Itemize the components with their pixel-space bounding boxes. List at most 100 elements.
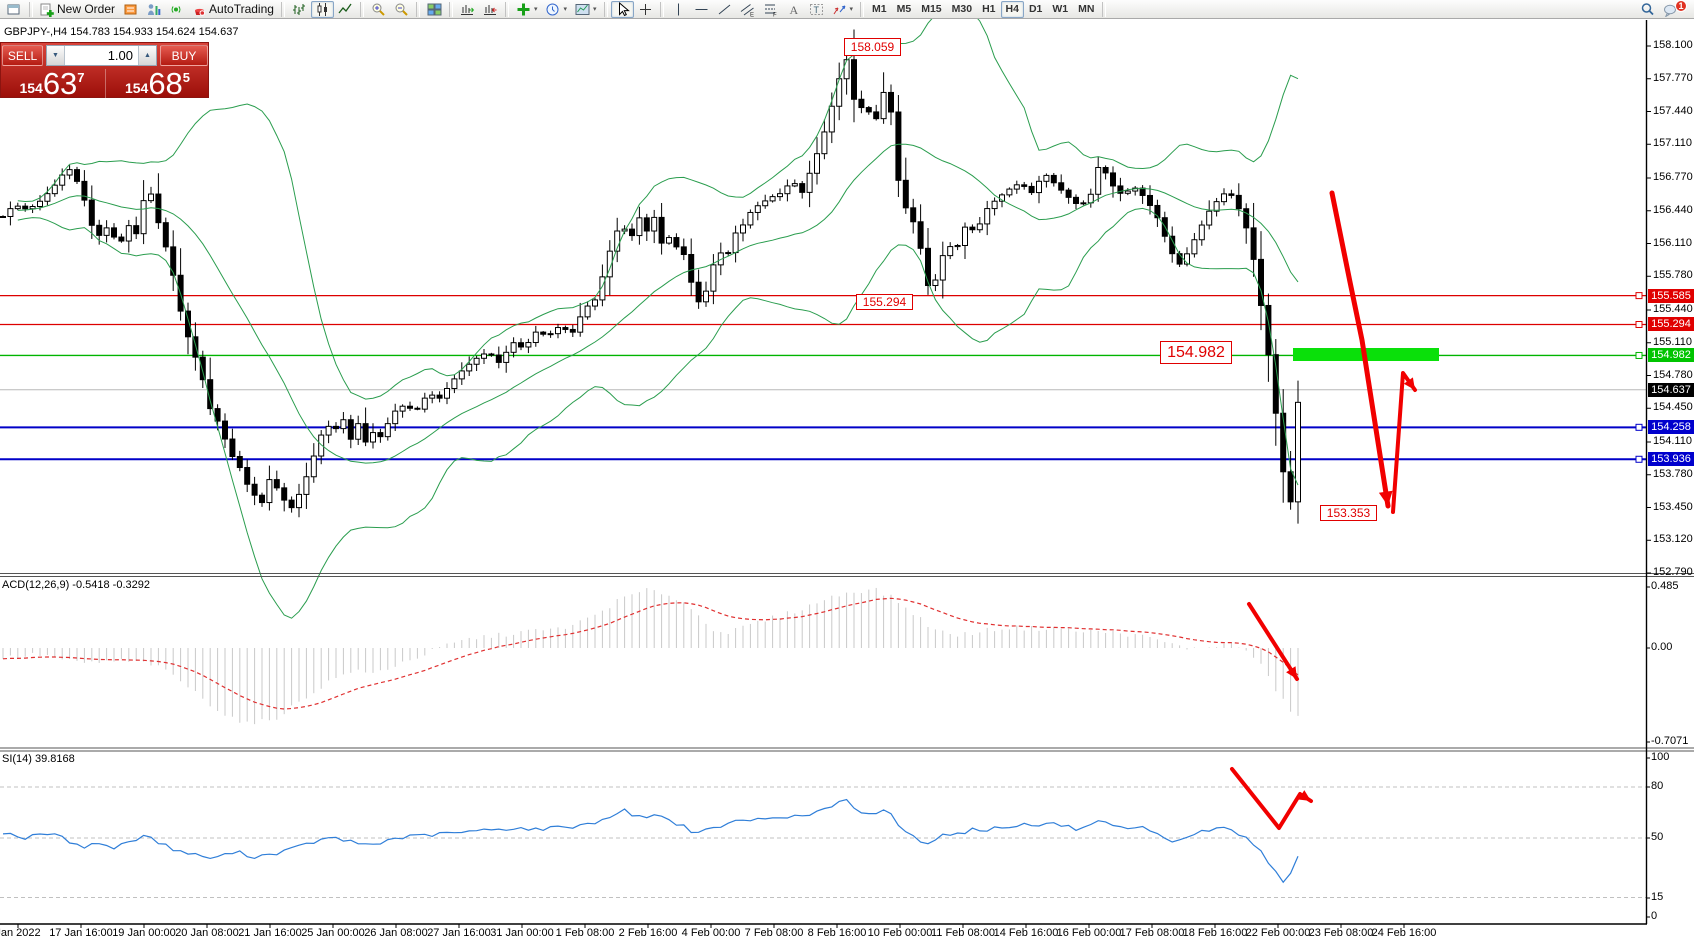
timeframe-h4-button[interactable]: H4 bbox=[1000, 0, 1024, 18]
dropdown-caret-icon[interactable]: ▾ bbox=[592, 6, 597, 13]
notifications-button[interactable]: 1 bbox=[1659, 0, 1691, 18]
zoom-out-button[interactable] bbox=[390, 1, 413, 18]
vertical-line-tool-button[interactable] bbox=[667, 1, 690, 18]
timeframe-h1-button[interactable]: H1 bbox=[982, 3, 996, 15]
chart-window-button[interactable] bbox=[3, 1, 26, 18]
auto-scroll-button[interactable] bbox=[456, 1, 479, 18]
add-indicator-icon bbox=[516, 2, 531, 17]
signal-icon bbox=[169, 2, 184, 17]
toolbar-separator bbox=[29, 1, 33, 17]
price-tick-label: 155.440 bbox=[1653, 303, 1693, 315]
toolbar-separator bbox=[415, 1, 420, 17]
toolbar-separator bbox=[603, 1, 608, 17]
timeframe-m5-button[interactable]: M5 bbox=[896, 3, 912, 15]
price-tick-label: 154.450 bbox=[1653, 401, 1693, 414]
price-level-badge: 154.637 bbox=[1648, 382, 1694, 397]
sell-button[interactable]: SELL bbox=[2, 45, 43, 66]
timeframe-m15-button[interactable]: M15 bbox=[921, 3, 942, 15]
toolbar-button-label: New Order bbox=[57, 2, 116, 16]
time-axis-label: 16 Feb 00:00 bbox=[1056, 927, 1122, 939]
dropdown-caret-icon[interactable]: ▾ bbox=[533, 6, 538, 13]
fibonacci-tool-button[interactable]: F bbox=[759, 1, 782, 18]
time-axis-label: 11 Feb 08:00 bbox=[930, 927, 996, 939]
time-axis-label: 21 Jan 16:00 bbox=[238, 927, 302, 939]
macd-scale-label: 0.485 bbox=[1651, 580, 1679, 592]
toolbar-separator bbox=[359, 1, 364, 17]
price-tick-label: 154.780 bbox=[1653, 368, 1693, 381]
sell-price-big: 63 bbox=[42, 66, 78, 101]
line-chart-button[interactable] bbox=[334, 1, 357, 18]
rsi-scale-label: 15 bbox=[1651, 891, 1664, 903]
volume-decrease-button[interactable]: ▼ bbox=[47, 46, 65, 65]
channel-tool-button[interactable]: E bbox=[736, 1, 759, 18]
bar-chart-icon bbox=[292, 2, 307, 17]
volume-input[interactable] bbox=[65, 46, 138, 65]
candlestick-chart-button[interactable] bbox=[310, 0, 334, 18]
text-tool-button[interactable]: A bbox=[782, 1, 805, 18]
callout-high-price[interactable]: 158.059 bbox=[844, 38, 901, 56]
tile-windows-button[interactable] bbox=[423, 1, 446, 18]
time-axis-label: 10 Feb 00:00 bbox=[867, 927, 933, 939]
horizontal-line-tool-button[interactable] bbox=[690, 1, 713, 18]
dropdown-caret-icon[interactable]: ▾ bbox=[849, 6, 854, 13]
price-level-badge: 154.982 bbox=[1648, 348, 1694, 363]
time-axis-label: 20 Jan 08:00 bbox=[175, 927, 239, 939]
cursor-tool-button[interactable] bbox=[610, 0, 634, 18]
toolbar-separator bbox=[280, 1, 285, 17]
hline-icon bbox=[694, 2, 709, 17]
buy-button[interactable]: BUY bbox=[160, 45, 208, 66]
trendline-tool-button[interactable] bbox=[713, 1, 736, 18]
time-axis-label: 2 Feb 16:00 bbox=[618, 927, 678, 939]
notification-badge: 1 bbox=[1675, 0, 1687, 12]
sell-price[interactable]: 154 63 7 bbox=[1, 66, 103, 101]
period-icon bbox=[545, 2, 560, 17]
text-label-icon: T bbox=[809, 2, 824, 17]
arrows-tool-button[interactable]: ▾ bbox=[828, 1, 858, 18]
search-button[interactable] bbox=[1636, 1, 1659, 18]
market-watch-button[interactable] bbox=[142, 1, 165, 18]
fibonacci-icon: F bbox=[763, 2, 778, 17]
zoom-in-button[interactable] bbox=[367, 1, 390, 18]
text-label-tool-button[interactable]: T bbox=[805, 1, 828, 18]
callout-support-zone-price[interactable]: 154.982 bbox=[1160, 341, 1232, 364]
chart-shift-button[interactable] bbox=[479, 1, 502, 18]
rsi-indicator-label: SI(14) 39.8168 bbox=[2, 753, 75, 765]
templates-button[interactable]: ▾ bbox=[571, 1, 601, 18]
time-axis-label: 14 Feb 16:00 bbox=[993, 927, 1059, 939]
time-axis-label: 23 Feb 08:00 bbox=[1308, 927, 1374, 939]
history-center-button[interactable] bbox=[119, 1, 142, 18]
time-axis-label: 31 Jan 00:00 bbox=[490, 927, 554, 939]
timeframe-mn-button[interactable]: MN bbox=[1078, 3, 1095, 15]
callout-low-price[interactable]: 153.353 bbox=[1320, 505, 1377, 521]
history-icon bbox=[123, 2, 138, 17]
time-axis-label: Jan 2022 bbox=[0, 927, 41, 939]
bar-chart-button[interactable] bbox=[288, 1, 311, 18]
toolbar-separator bbox=[659, 1, 664, 17]
dropdown-caret-icon[interactable]: ▾ bbox=[563, 6, 567, 13]
new-order-button[interactable]: New Order bbox=[36, 1, 119, 18]
price-level-badge: 155.585 bbox=[1648, 288, 1694, 303]
timeframe-m30-button[interactable]: M30 bbox=[951, 3, 973, 15]
timeframe-m1-button[interactable]: M1 bbox=[872, 3, 887, 15]
price-tick-label: 156.110 bbox=[1653, 236, 1692, 249]
buy-price[interactable]: 154 68 5 bbox=[105, 68, 209, 99]
timeframe-w1-button[interactable]: W1 bbox=[1052, 3, 1069, 15]
search-icon bbox=[1640, 2, 1655, 17]
price-tick-label: 152.790 bbox=[1653, 566, 1693, 579]
periods-button[interactable]: ▾ bbox=[541, 1, 571, 18]
callout-resistance-price[interactable]: 155.294 bbox=[856, 294, 913, 310]
volume-increase-button[interactable]: ▲ bbox=[138, 46, 156, 65]
autotrading-button[interactable]: AutoTrading bbox=[188, 1, 278, 18]
timeframe-d1-button[interactable]: D1 bbox=[1028, 3, 1043, 15]
volume-spinner: ▼ ▲ bbox=[46, 45, 157, 66]
macd-scale-label: -0.7071 bbox=[1651, 735, 1689, 747]
signals-button[interactable] bbox=[165, 1, 188, 18]
buy-price-prefix: 154 bbox=[124, 80, 149, 96]
toolbar: New Order AutoTrading ▾ ▾ ▾ E F A T ▾ M1 M5 M15 M30 H1… bbox=[0, 0, 1694, 19]
add-indicator-button[interactable]: ▾ bbox=[512, 1, 542, 18]
rsi-scale-label: 50 bbox=[1651, 831, 1664, 843]
new-order-icon bbox=[40, 2, 55, 17]
price-tick-label: 156.440 bbox=[1653, 203, 1693, 216]
crosshair-tool-button[interactable] bbox=[634, 1, 657, 18]
